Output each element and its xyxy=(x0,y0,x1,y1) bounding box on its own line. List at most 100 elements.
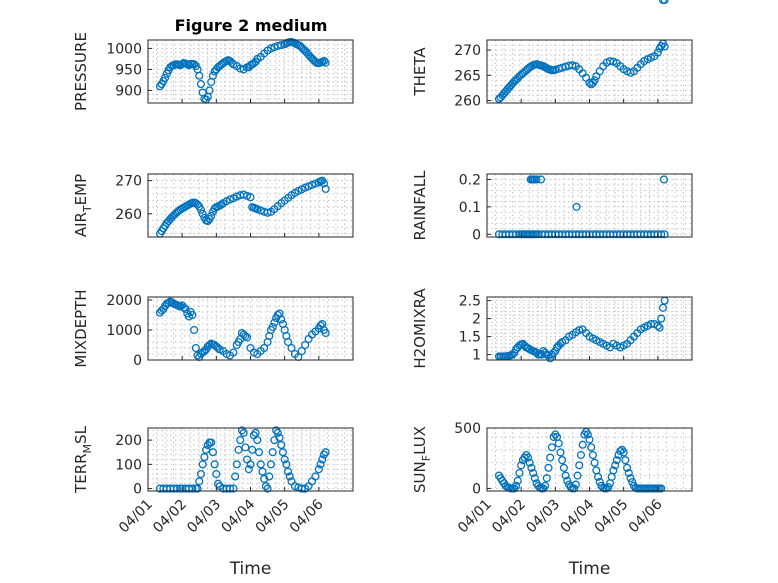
data-point xyxy=(196,80,206,89)
y-tick-label: 260 xyxy=(115,207,142,223)
data-point xyxy=(660,230,669,239)
data-point xyxy=(229,484,238,493)
y-axis-label: PRESSURE xyxy=(72,32,90,111)
data-point xyxy=(196,469,206,479)
data-point xyxy=(319,179,329,188)
data-point xyxy=(256,460,265,469)
y-tick-label: 500 xyxy=(454,421,481,437)
subplot-7: 0 100 200 TERRMSL 04/0104/0204/0304/0404/050… xyxy=(72,425,354,579)
y-tick-label: 2000 xyxy=(106,293,142,309)
data-point xyxy=(200,453,209,462)
data-point xyxy=(611,461,620,470)
y-tick-label: 200 xyxy=(115,433,142,449)
data-point xyxy=(578,440,587,449)
y-tick-label: 2 xyxy=(472,312,481,328)
data-point xyxy=(621,456,630,465)
data-point xyxy=(659,175,669,184)
data-point xyxy=(563,476,572,485)
x-tick-label: 04/04 xyxy=(218,496,258,536)
data-point xyxy=(210,460,219,469)
data-point xyxy=(241,443,250,452)
data-point xyxy=(260,343,269,353)
data-point xyxy=(301,340,310,350)
y-tick-label: 0 xyxy=(133,353,142,369)
data-point xyxy=(657,314,666,323)
data-point xyxy=(239,428,248,437)
data-point xyxy=(266,460,276,469)
data-point xyxy=(172,484,182,493)
data-point xyxy=(587,443,596,452)
data-point xyxy=(258,467,267,476)
y-tick-label: 0 xyxy=(472,227,481,243)
data-point xyxy=(572,202,581,211)
data-point xyxy=(585,435,594,444)
data-point xyxy=(275,433,284,442)
data-point xyxy=(268,322,277,332)
data-point xyxy=(254,448,264,457)
data-point xyxy=(297,346,306,356)
data-point xyxy=(590,76,599,85)
data-point xyxy=(523,453,533,462)
data-point xyxy=(529,468,538,478)
y-tick-label: 100 xyxy=(115,457,142,473)
data-point xyxy=(202,445,211,454)
data-point xyxy=(193,484,202,493)
data-point xyxy=(198,460,207,469)
data-point xyxy=(205,86,214,95)
y-tick-label: 1000 xyxy=(106,323,142,339)
data-point xyxy=(265,472,274,481)
data-point xyxy=(575,461,584,470)
data-point xyxy=(195,71,204,80)
y-tick-label: 1.5 xyxy=(459,330,481,346)
y-tick-label: 1 xyxy=(472,348,481,364)
data-point xyxy=(278,448,288,457)
data-point xyxy=(570,484,579,493)
data-point xyxy=(595,477,604,487)
y-tick-label: 0 xyxy=(472,481,481,497)
data-point xyxy=(241,331,250,341)
data-point xyxy=(321,328,330,338)
data-point xyxy=(246,193,255,202)
data-point xyxy=(284,467,293,476)
data-point xyxy=(517,461,526,470)
data-point xyxy=(541,481,550,490)
data-point xyxy=(544,463,553,472)
data-point xyxy=(619,448,628,457)
y-tick-label: 0 xyxy=(133,482,142,498)
data-point xyxy=(234,445,243,454)
data-point xyxy=(626,474,635,483)
data-point xyxy=(542,474,551,483)
x-tick-label: 04/03 xyxy=(523,497,563,537)
subplot-6: 1 1.5 2 2.5 H2OMIXRA xyxy=(411,288,693,369)
data-point xyxy=(232,460,241,469)
data-point xyxy=(576,450,586,460)
x-tick-label: 04/01 xyxy=(116,497,156,537)
y-axis-label: H2OMIXRA xyxy=(411,288,429,369)
data-point xyxy=(297,484,306,493)
data-point xyxy=(195,477,204,486)
data-point xyxy=(660,0,669,5)
data-point xyxy=(583,430,592,439)
data-point xyxy=(588,450,597,460)
x-tick-label: 04/01 xyxy=(455,497,495,537)
x-tick-label: 04/02 xyxy=(489,497,529,537)
y-tick-label: 270 xyxy=(115,174,142,190)
data-point xyxy=(236,436,245,445)
data-point xyxy=(311,472,320,481)
data-point xyxy=(554,439,563,448)
data-point xyxy=(314,465,323,474)
data-point xyxy=(270,318,279,327)
data-point xyxy=(624,468,633,478)
data-point xyxy=(575,326,584,335)
data-point xyxy=(319,56,329,66)
data-point xyxy=(571,480,580,489)
data-point xyxy=(318,455,327,464)
y-axis-label: RAINFALL xyxy=(411,170,429,241)
y-axis-label: AIRTEMP xyxy=(72,174,94,237)
data-point xyxy=(546,453,555,462)
data-point xyxy=(284,337,293,347)
data-point xyxy=(653,48,662,57)
x-tick-label: 04/05 xyxy=(253,497,293,537)
data-point xyxy=(212,469,221,479)
